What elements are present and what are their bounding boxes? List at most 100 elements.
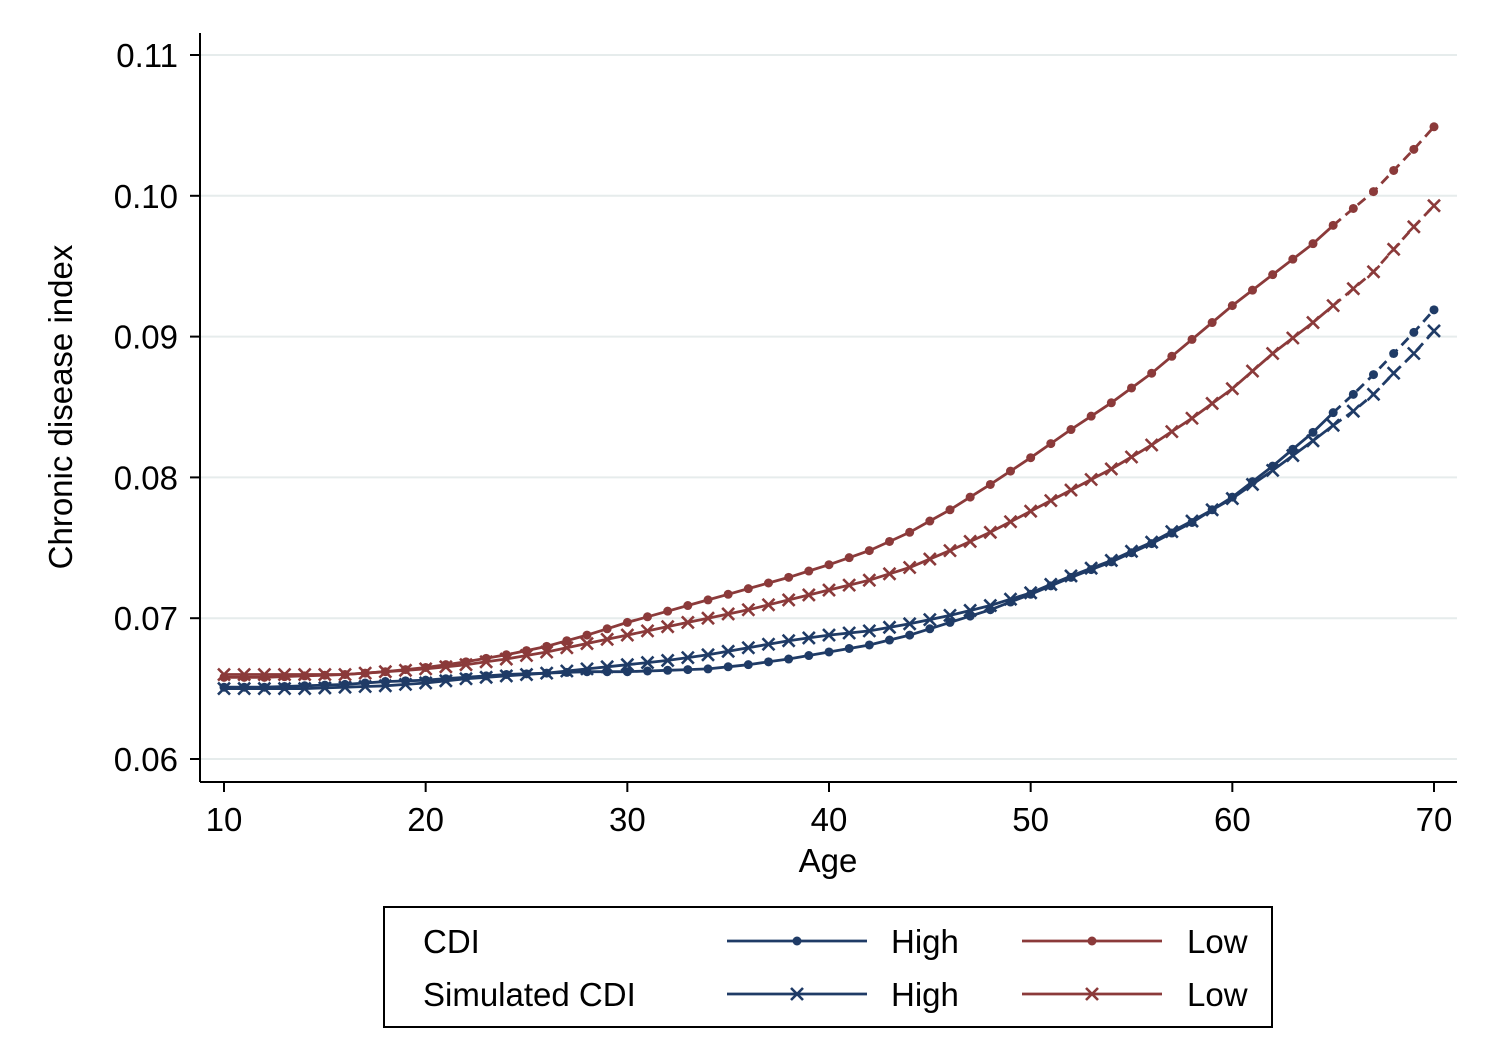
- data-point: [1308, 239, 1318, 249]
- data-point: [663, 665, 673, 675]
- y-tick-label: 0.06: [114, 741, 178, 778]
- data-point: [761, 597, 776, 612]
- data-point: [640, 655, 655, 670]
- legend-label-cdi-high: High: [891, 923, 959, 960]
- data-point: [378, 678, 393, 693]
- series: [217, 122, 1441, 696]
- data-point: [1409, 327, 1419, 337]
- data-point: [539, 645, 554, 659]
- data-point: [683, 601, 693, 611]
- data-point: [905, 527, 915, 537]
- data-point: [824, 647, 834, 657]
- data-point: [1306, 433, 1320, 448]
- data-point: [1106, 398, 1116, 408]
- data-point: [723, 662, 733, 672]
- data-point: [217, 681, 231, 696]
- data-point: [703, 664, 713, 674]
- series-line-solid: [224, 224, 1335, 679]
- legend-label-cdi-low: Low: [1187, 923, 1248, 960]
- data-point: [701, 611, 715, 626]
- data-point: [1366, 264, 1381, 279]
- data-point: [761, 637, 776, 652]
- x-tick-label: 60: [1214, 801, 1251, 838]
- data-point: [743, 584, 753, 594]
- legend-key: [727, 936, 867, 946]
- data-point: [1167, 351, 1177, 361]
- data-point: [562, 636, 572, 646]
- data-point: [1185, 411, 1199, 426]
- data-point: [582, 630, 592, 640]
- data-point: [1084, 472, 1099, 487]
- data-point: [277, 667, 292, 682]
- data-point: [499, 652, 514, 666]
- series-simulated-cdi-high: [217, 324, 1441, 696]
- data-point: [1348, 389, 1358, 399]
- data-point: [1066, 425, 1076, 435]
- data-point: [1348, 203, 1358, 213]
- data-point: [1389, 165, 1399, 175]
- series-simulated-cdi-low: [217, 198, 1441, 682]
- data-point: [963, 534, 978, 549]
- data-point: [1064, 569, 1078, 583]
- data-point: [1288, 254, 1298, 264]
- data-point: [741, 640, 756, 655]
- data-point: [945, 505, 955, 515]
- data-point: [764, 657, 773, 667]
- legend-row-label-simulated-cdi: Simulated CDI: [423, 976, 636, 1013]
- data-point: [1227, 301, 1237, 311]
- data-point: [1086, 411, 1096, 421]
- legend-key: [727, 987, 867, 1001]
- data-point: [620, 657, 635, 672]
- data-point: [519, 648, 534, 663]
- data-point: [1429, 122, 1439, 132]
- data-point: [1326, 418, 1341, 433]
- data-point: [882, 620, 897, 635]
- y-tick-label: 0.10: [114, 178, 178, 215]
- data-point: [1346, 281, 1361, 296]
- data-point: [580, 636, 594, 651]
- data-point: [701, 647, 715, 662]
- data-point: [683, 665, 693, 675]
- legend-row-label-cdi: CDI: [423, 923, 480, 960]
- data-point: [1185, 514, 1199, 528]
- data-point: [905, 630, 915, 640]
- data-point: [985, 479, 995, 489]
- data-point: [1285, 448, 1300, 463]
- data-point: [479, 654, 494, 669]
- data-point: [1006, 466, 1015, 476]
- data-point: [844, 553, 854, 563]
- data-point: [922, 612, 937, 627]
- y-ticks: 0.06 0.07 0.08 0.09 0.10 0.11: [114, 37, 200, 778]
- data-point: [741, 602, 756, 617]
- data-point: [844, 643, 854, 653]
- data-point: [1369, 187, 1378, 197]
- data-point: [1205, 396, 1220, 411]
- data-point: [1245, 477, 1260, 492]
- data-point: [1386, 366, 1401, 381]
- data-point: [1285, 331, 1300, 345]
- data-point: [804, 651, 814, 661]
- data-point: [217, 667, 231, 682]
- data-point: [1124, 544, 1139, 559]
- data-point: [1147, 368, 1157, 378]
- x-tick-label: 40: [811, 801, 848, 838]
- data-point: [539, 666, 554, 681]
- data-point: [864, 640, 874, 650]
- data-point: [643, 666, 652, 676]
- data-point: [338, 667, 352, 682]
- data-point: [1104, 553, 1119, 568]
- data-point: [1427, 324, 1441, 338]
- x-tick-label: 70: [1416, 801, 1453, 838]
- data-point: [1265, 346, 1280, 361]
- legend-box: [383, 906, 1273, 1028]
- data-point: [822, 583, 836, 597]
- data-point: [1003, 514, 1018, 529]
- data-point: [1064, 483, 1078, 497]
- data-point: [1308, 427, 1318, 437]
- series-line-dashed: [1332, 330, 1436, 427]
- data-point: [1406, 219, 1421, 234]
- data-point: [963, 603, 978, 618]
- data-point: [983, 525, 998, 540]
- data-point: [1043, 493, 1058, 508]
